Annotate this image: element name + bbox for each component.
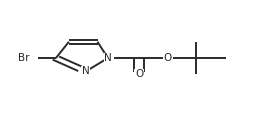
Text: N: N	[82, 66, 90, 76]
Text: N: N	[104, 53, 112, 63]
Text: O: O	[164, 53, 172, 63]
Text: O: O	[135, 69, 143, 79]
Text: Br: Br	[18, 53, 29, 63]
